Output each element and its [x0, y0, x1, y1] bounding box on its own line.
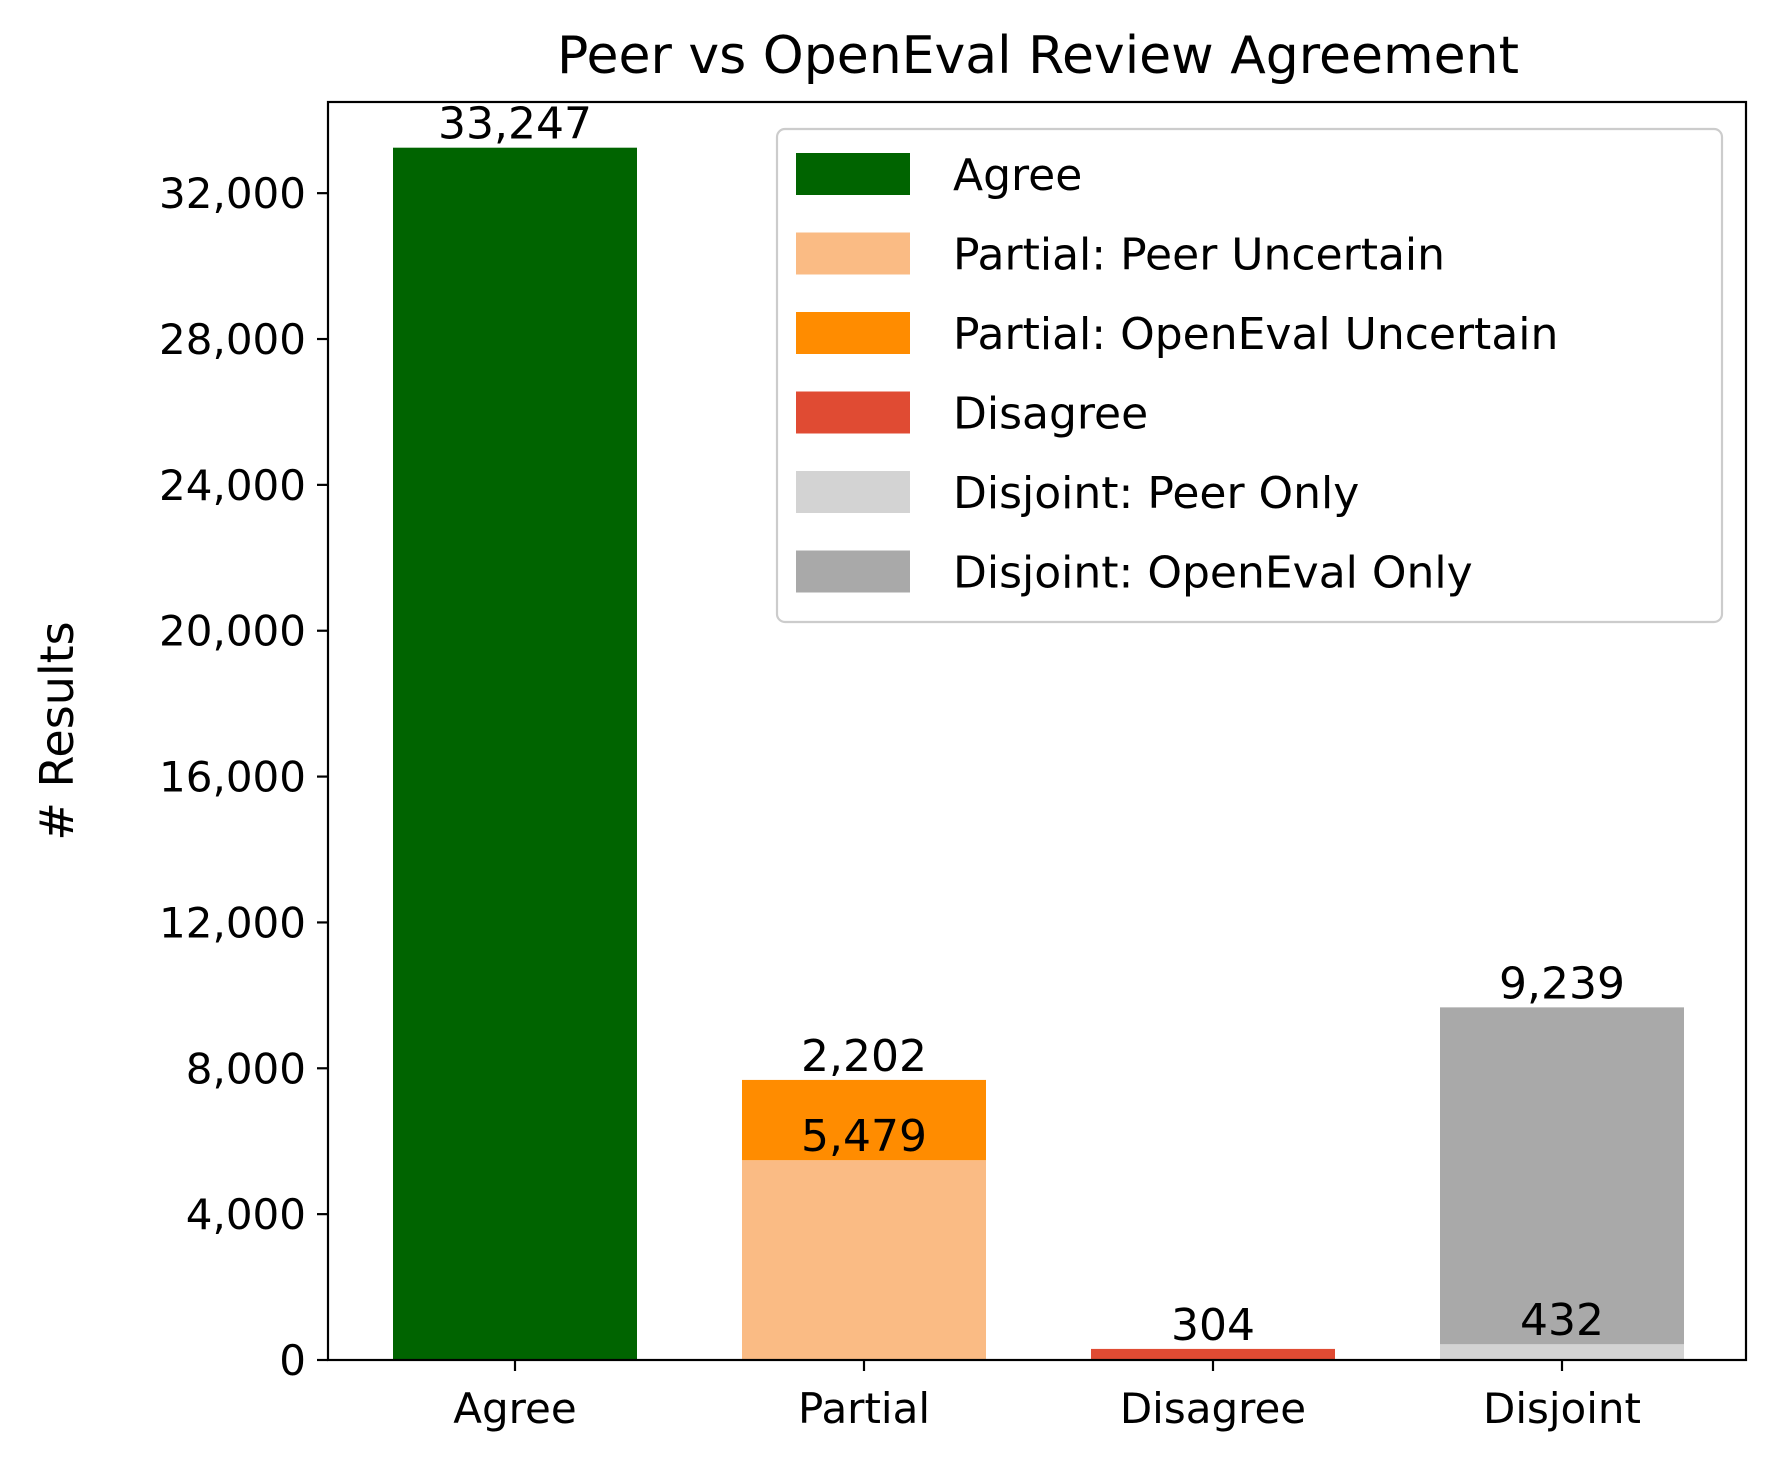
bar-agree: [393, 147, 637, 1361]
legend-swatch: [796, 391, 910, 434]
bar-disjoint-peer-only: [1440, 1344, 1684, 1360]
y-tick-label: 16,000: [159, 753, 306, 802]
y-tick-label: 24,000: [159, 461, 306, 510]
y-tick-label: 28,000: [159, 315, 306, 364]
legend: Agree Partial: Peer Uncertain Partial: Ope…: [775, 127, 1724, 624]
data-label-partial-peer-uncertain: 5,479: [801, 1111, 927, 1162]
data-label-disagree: 304: [1171, 1300, 1255, 1351]
legend-swatch: [796, 471, 910, 513]
legend-label: Disjoint: OpenEval Only: [953, 548, 1473, 599]
data-labels-layer: 33,247 5,479 2,202 304 432 9,239: [438, 99, 1625, 1351]
x-tick-label: Disagree: [1120, 1384, 1306, 1433]
legend-label: Disagree: [953, 389, 1148, 440]
y-tick-label: 12,000: [159, 898, 306, 947]
x-tick-label: Agree: [453, 1384, 576, 1433]
legend-label: Partial: Peer Uncertain: [953, 230, 1445, 281]
x-tick-label: Disjoint: [1483, 1384, 1641, 1433]
y-tick-label: 20,000: [159, 607, 306, 656]
legend-frame: [775, 127, 1724, 624]
y-axis-label: # Results: [30, 621, 84, 840]
bar-partial-peer-uncertain: [742, 1160, 986, 1360]
y-tick-label: 0: [279, 1336, 306, 1385]
legend-label: Disjoint: Peer Only: [953, 468, 1359, 519]
legend-swatch: [796, 232, 910, 275]
y-axis: 0 4,000 8,000 12,000 16,000 20,000 24,000 28,00…: [159, 169, 328, 1385]
legend-swatch: [796, 550, 910, 593]
data-label-disjoint-peer-only: 432: [1520, 1295, 1604, 1346]
y-tick-label: 8,000: [186, 1044, 306, 1093]
legend-label: Partial: OpenEval Uncertain: [953, 309, 1558, 360]
data-label-partial-openeval-uncertain: 2,202: [801, 1031, 927, 1082]
x-tick-label: Partial: [798, 1384, 930, 1433]
bar-disjoint-openeval-only: [1440, 1007, 1684, 1345]
bar-disagree: [1091, 1348, 1335, 1360]
chart-title: Peer vs OpenEval Review Agreement: [557, 26, 1519, 86]
plot-frame: [326, 100, 1748, 1362]
x-axis: Agree Partial Disagree Disjoint: [453, 1360, 1641, 1433]
legend-swatch: [796, 312, 910, 354]
bar-partial-openeval-uncertain: [742, 1079, 986, 1161]
y-tick-label: 4,000: [186, 1190, 306, 1239]
data-label-disjoint-openeval-only: 9,239: [1499, 958, 1625, 1009]
legend-swatch: [796, 153, 910, 195]
legend-label: Agree: [953, 150, 1082, 201]
data-label-agree: 33,247: [438, 99, 592, 150]
y-tick-label: 32,000: [159, 169, 306, 218]
bars-layer: [393, 147, 1684, 1361]
